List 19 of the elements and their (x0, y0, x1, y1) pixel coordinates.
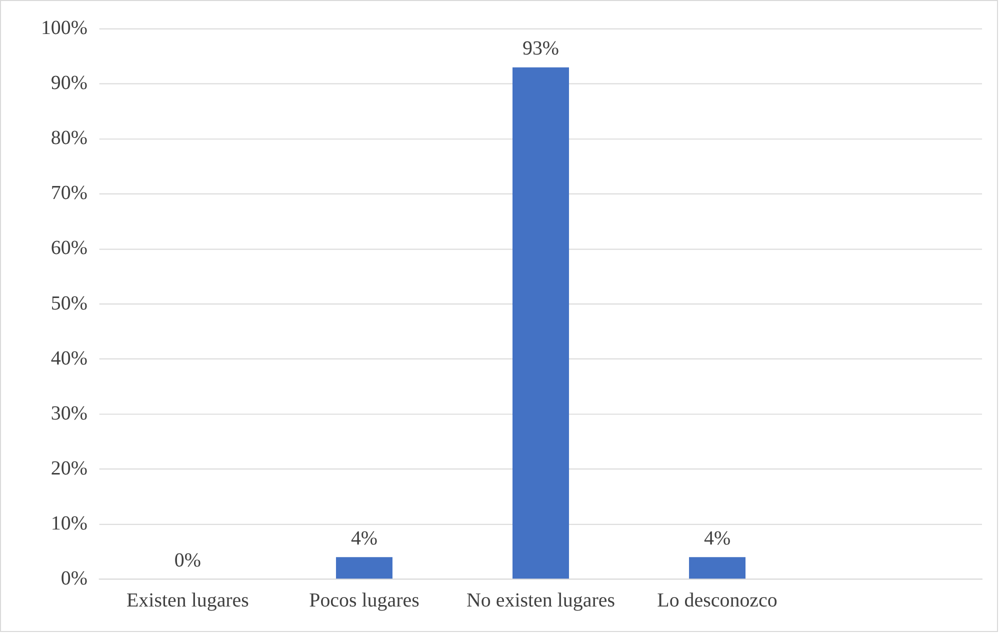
data-label: 93% (522, 38, 560, 60)
y-tick-label: 40% (50, 347, 88, 370)
data-label: 0% (174, 549, 202, 572)
y-tick-label: 10% (50, 512, 88, 534)
x-tick-label: Existen lugares (126, 589, 250, 612)
x-tick-label: Lo desconozco (657, 589, 778, 612)
y-tick-label: 60% (50, 237, 88, 260)
y-tick-label: 100% (40, 17, 88, 40)
y-tick-label: 70% (50, 182, 88, 204)
y-tick-label: 90% (50, 72, 88, 94)
y-tick-label: 30% (50, 402, 88, 424)
y-tick-label: 0% (60, 567, 88, 590)
y-tick-label: 50% (50, 292, 88, 314)
x-tick-label: Pocos lugares (309, 589, 420, 612)
y-tick-label: 20% (50, 457, 88, 480)
data-label: 4% (704, 527, 731, 550)
x-tick-label: No existen lugares (466, 589, 616, 612)
y-tick-label: 80% (50, 127, 88, 150)
data-label: 4% (350, 527, 378, 550)
